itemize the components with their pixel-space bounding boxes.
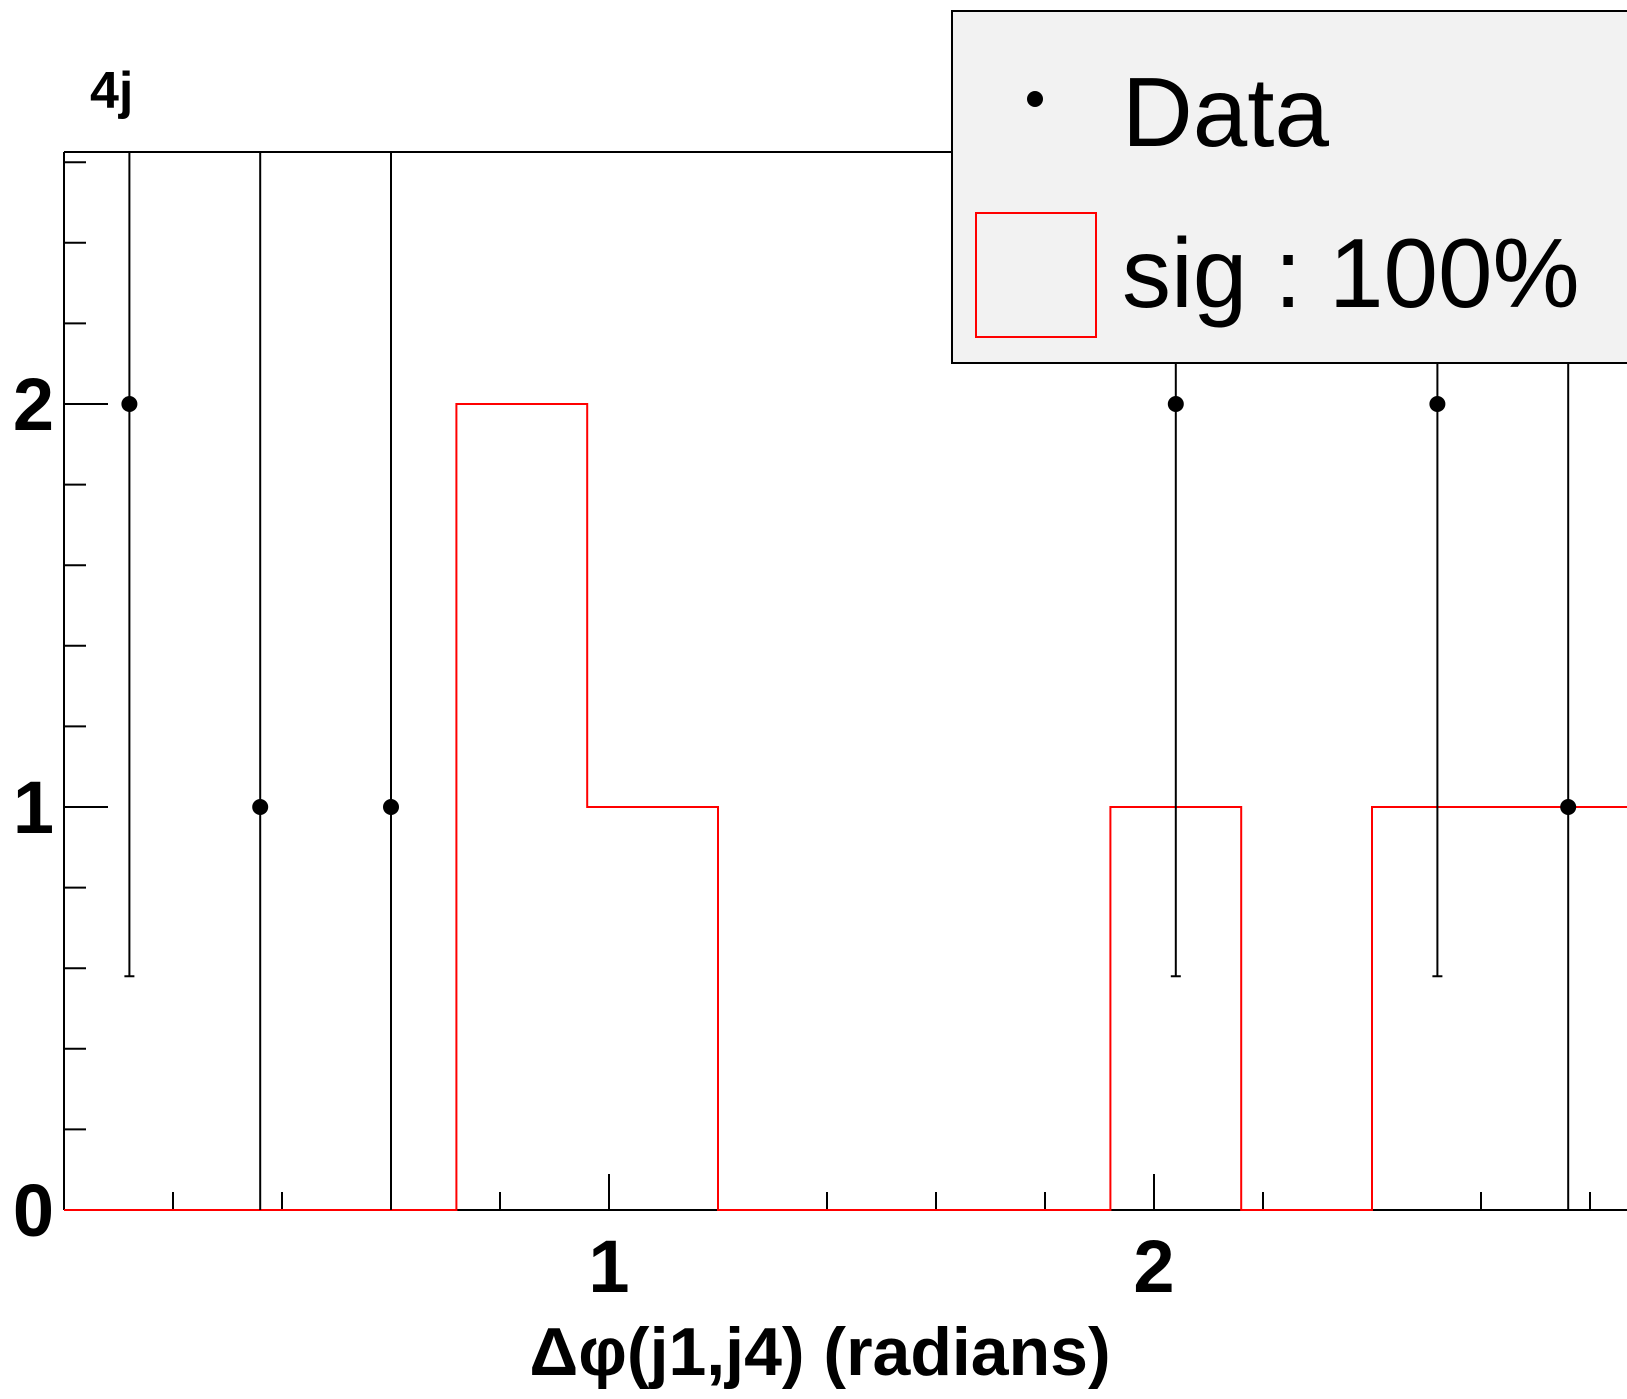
data-point xyxy=(121,396,138,412)
x-axis-label: Δφ(j1,j4) (radians) xyxy=(529,1314,1110,1390)
corner-label: 4j xyxy=(90,62,133,120)
data-point xyxy=(1429,396,1446,412)
legend-data-label: Data xyxy=(1122,57,1330,167)
x-tick-label: 2 xyxy=(1133,1225,1174,1308)
legend-sig-label: sig : 100% xyxy=(1122,218,1580,328)
sig-step-series xyxy=(64,403,1627,1211)
data-points-series xyxy=(121,152,1577,1210)
x-tick-label: 1 xyxy=(588,1225,629,1308)
data-point xyxy=(252,799,269,815)
legend-data-marker xyxy=(1027,91,1043,107)
sig-step-line xyxy=(64,403,1627,1211)
data-point xyxy=(383,799,399,815)
legend-box xyxy=(951,10,1627,364)
data-point xyxy=(1167,396,1184,412)
y-tick-label: 0 xyxy=(13,1169,54,1252)
legend: Data sig : 100% xyxy=(951,10,1627,364)
y-tick-label: 1 xyxy=(13,766,54,849)
tick-labels: 1 2 0 1 2 xyxy=(13,363,1175,1308)
data-point xyxy=(1560,799,1577,815)
y-tick-label: 2 xyxy=(13,363,54,446)
legend-sig-swatch xyxy=(975,212,1097,338)
